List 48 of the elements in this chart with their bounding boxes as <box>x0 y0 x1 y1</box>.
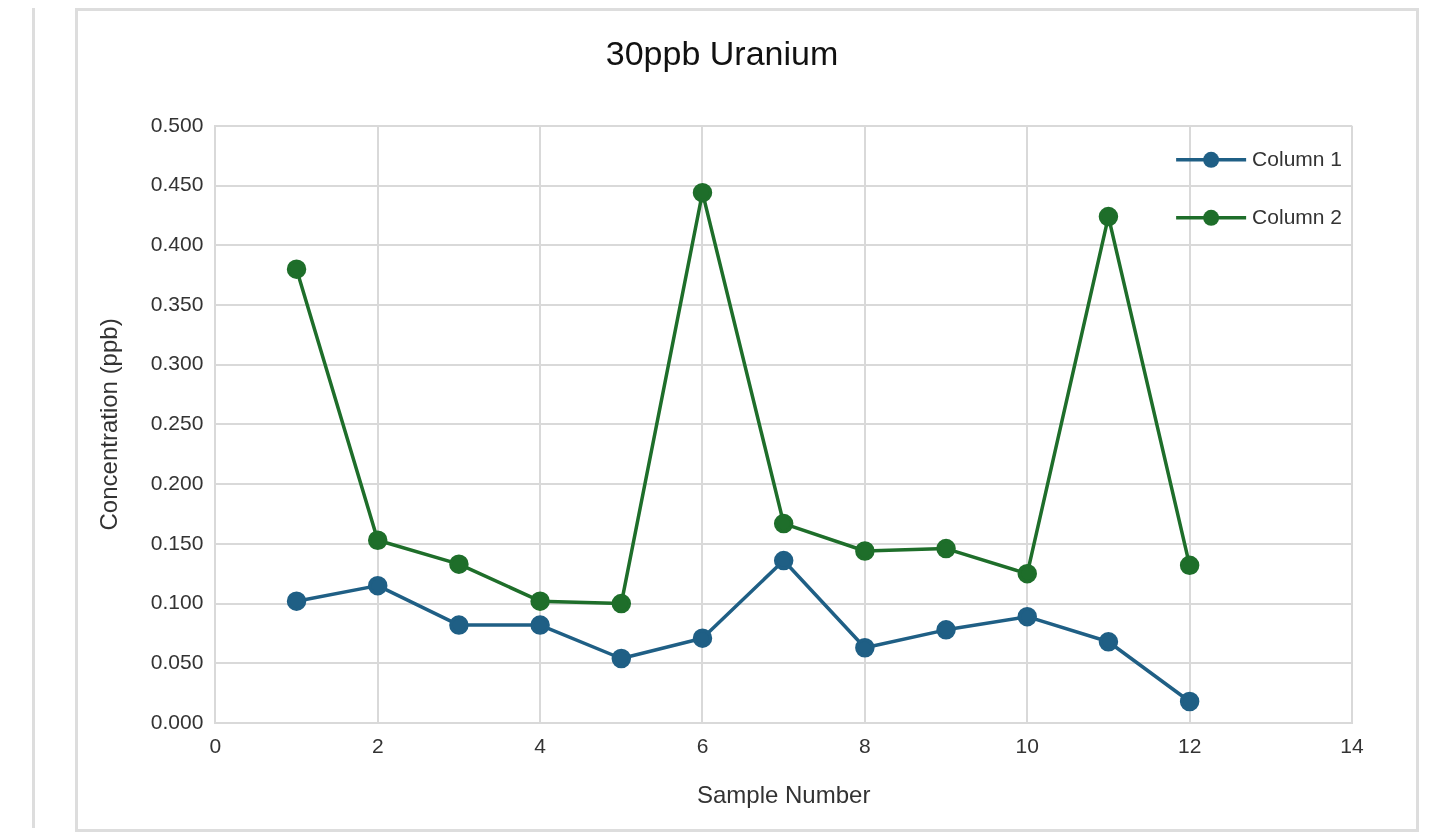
x-tick-label: 2 <box>371 734 384 758</box>
point <box>449 615 469 635</box>
y-tick-label: 0.450 <box>150 172 204 196</box>
point <box>1179 691 1200 712</box>
chart-title: 30ppb Uranium <box>605 33 839 72</box>
y-tick-label: 0.250 <box>150 411 204 435</box>
y-tick-label: 0.150 <box>150 530 204 554</box>
legend-label: Column 1 <box>1252 146 1343 170</box>
point <box>1017 563 1037 584</box>
point <box>936 620 956 640</box>
point <box>1179 555 1200 576</box>
point <box>1017 606 1037 627</box>
point <box>855 541 875 561</box>
point <box>286 591 307 611</box>
x-tick-label: 12 <box>1177 734 1202 758</box>
y-tick-label: 0.300 <box>150 351 204 375</box>
point <box>286 259 307 279</box>
x-tick-label: 6 <box>696 734 709 758</box>
point <box>611 593 632 614</box>
y-tick-label: 0.100 <box>150 590 204 614</box>
point <box>367 530 388 551</box>
point <box>611 648 632 669</box>
legend-label: Column 2 <box>1252 204 1343 228</box>
point <box>692 182 713 203</box>
point <box>855 638 875 658</box>
point <box>367 575 388 596</box>
point <box>773 513 794 534</box>
y-tick-label: 0.200 <box>150 470 204 494</box>
point <box>692 628 713 648</box>
point <box>936 538 956 559</box>
y-axis-title: Concentration (ppb) <box>95 318 123 531</box>
point <box>773 550 794 571</box>
y-tick-label: 0.400 <box>150 232 204 256</box>
point <box>530 591 550 611</box>
x-tick-label: 0 <box>209 734 222 758</box>
x-tick-label: 14 <box>1340 734 1364 758</box>
x-tick-label: 4 <box>534 734 547 758</box>
point <box>1098 632 1119 652</box>
x-tick-label: 10 <box>1015 734 1039 758</box>
y-tick-label: 0.350 <box>150 291 204 315</box>
point <box>1098 206 1119 227</box>
y-tick-label: 0.500 <box>150 112 204 136</box>
point <box>530 615 550 635</box>
x-axis-title: Sample Number <box>696 781 871 809</box>
point <box>449 554 469 574</box>
y-tick-label: 0.050 <box>150 650 204 674</box>
x-tick-label: 8 <box>859 734 871 758</box>
y-tick-label: 0.000 <box>150 709 204 733</box>
